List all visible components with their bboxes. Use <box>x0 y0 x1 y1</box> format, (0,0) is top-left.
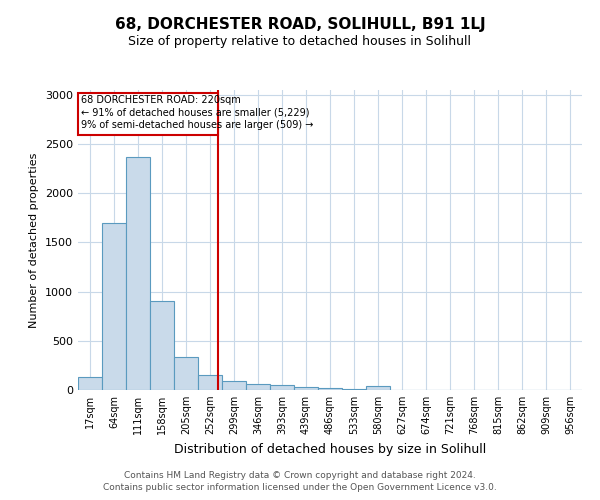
Bar <box>222 381 246 390</box>
Bar <box>294 387 318 390</box>
Text: 68 DORCHESTER ROAD: 220sqm: 68 DORCHESTER ROAD: 220sqm <box>82 96 241 106</box>
Bar <box>366 386 390 390</box>
Bar <box>78 377 102 390</box>
Bar <box>318 388 342 390</box>
Bar <box>246 384 270 390</box>
Text: ← 91% of detached houses are smaller (5,229): ← 91% of detached houses are smaller (5,… <box>82 108 310 118</box>
Text: Size of property relative to detached houses in Solihull: Size of property relative to detached ho… <box>128 35 472 48</box>
Bar <box>342 388 366 390</box>
Bar <box>270 385 294 390</box>
Text: Contains HM Land Registry data © Crown copyright and database right 2024.
Contai: Contains HM Land Registry data © Crown c… <box>103 471 497 492</box>
Text: 9% of semi-detached houses are larger (509) →: 9% of semi-detached houses are larger (5… <box>82 120 314 130</box>
Bar <box>174 356 198 390</box>
Bar <box>102 223 126 390</box>
Bar <box>150 302 174 390</box>
Bar <box>198 375 222 390</box>
Bar <box>79 93 218 135</box>
Text: 68, DORCHESTER ROAD, SOLIHULL, B91 1LJ: 68, DORCHESTER ROAD, SOLIHULL, B91 1LJ <box>115 18 485 32</box>
X-axis label: Distribution of detached houses by size in Solihull: Distribution of detached houses by size … <box>174 442 486 456</box>
Y-axis label: Number of detached properties: Number of detached properties <box>29 152 40 328</box>
Bar <box>126 157 150 390</box>
